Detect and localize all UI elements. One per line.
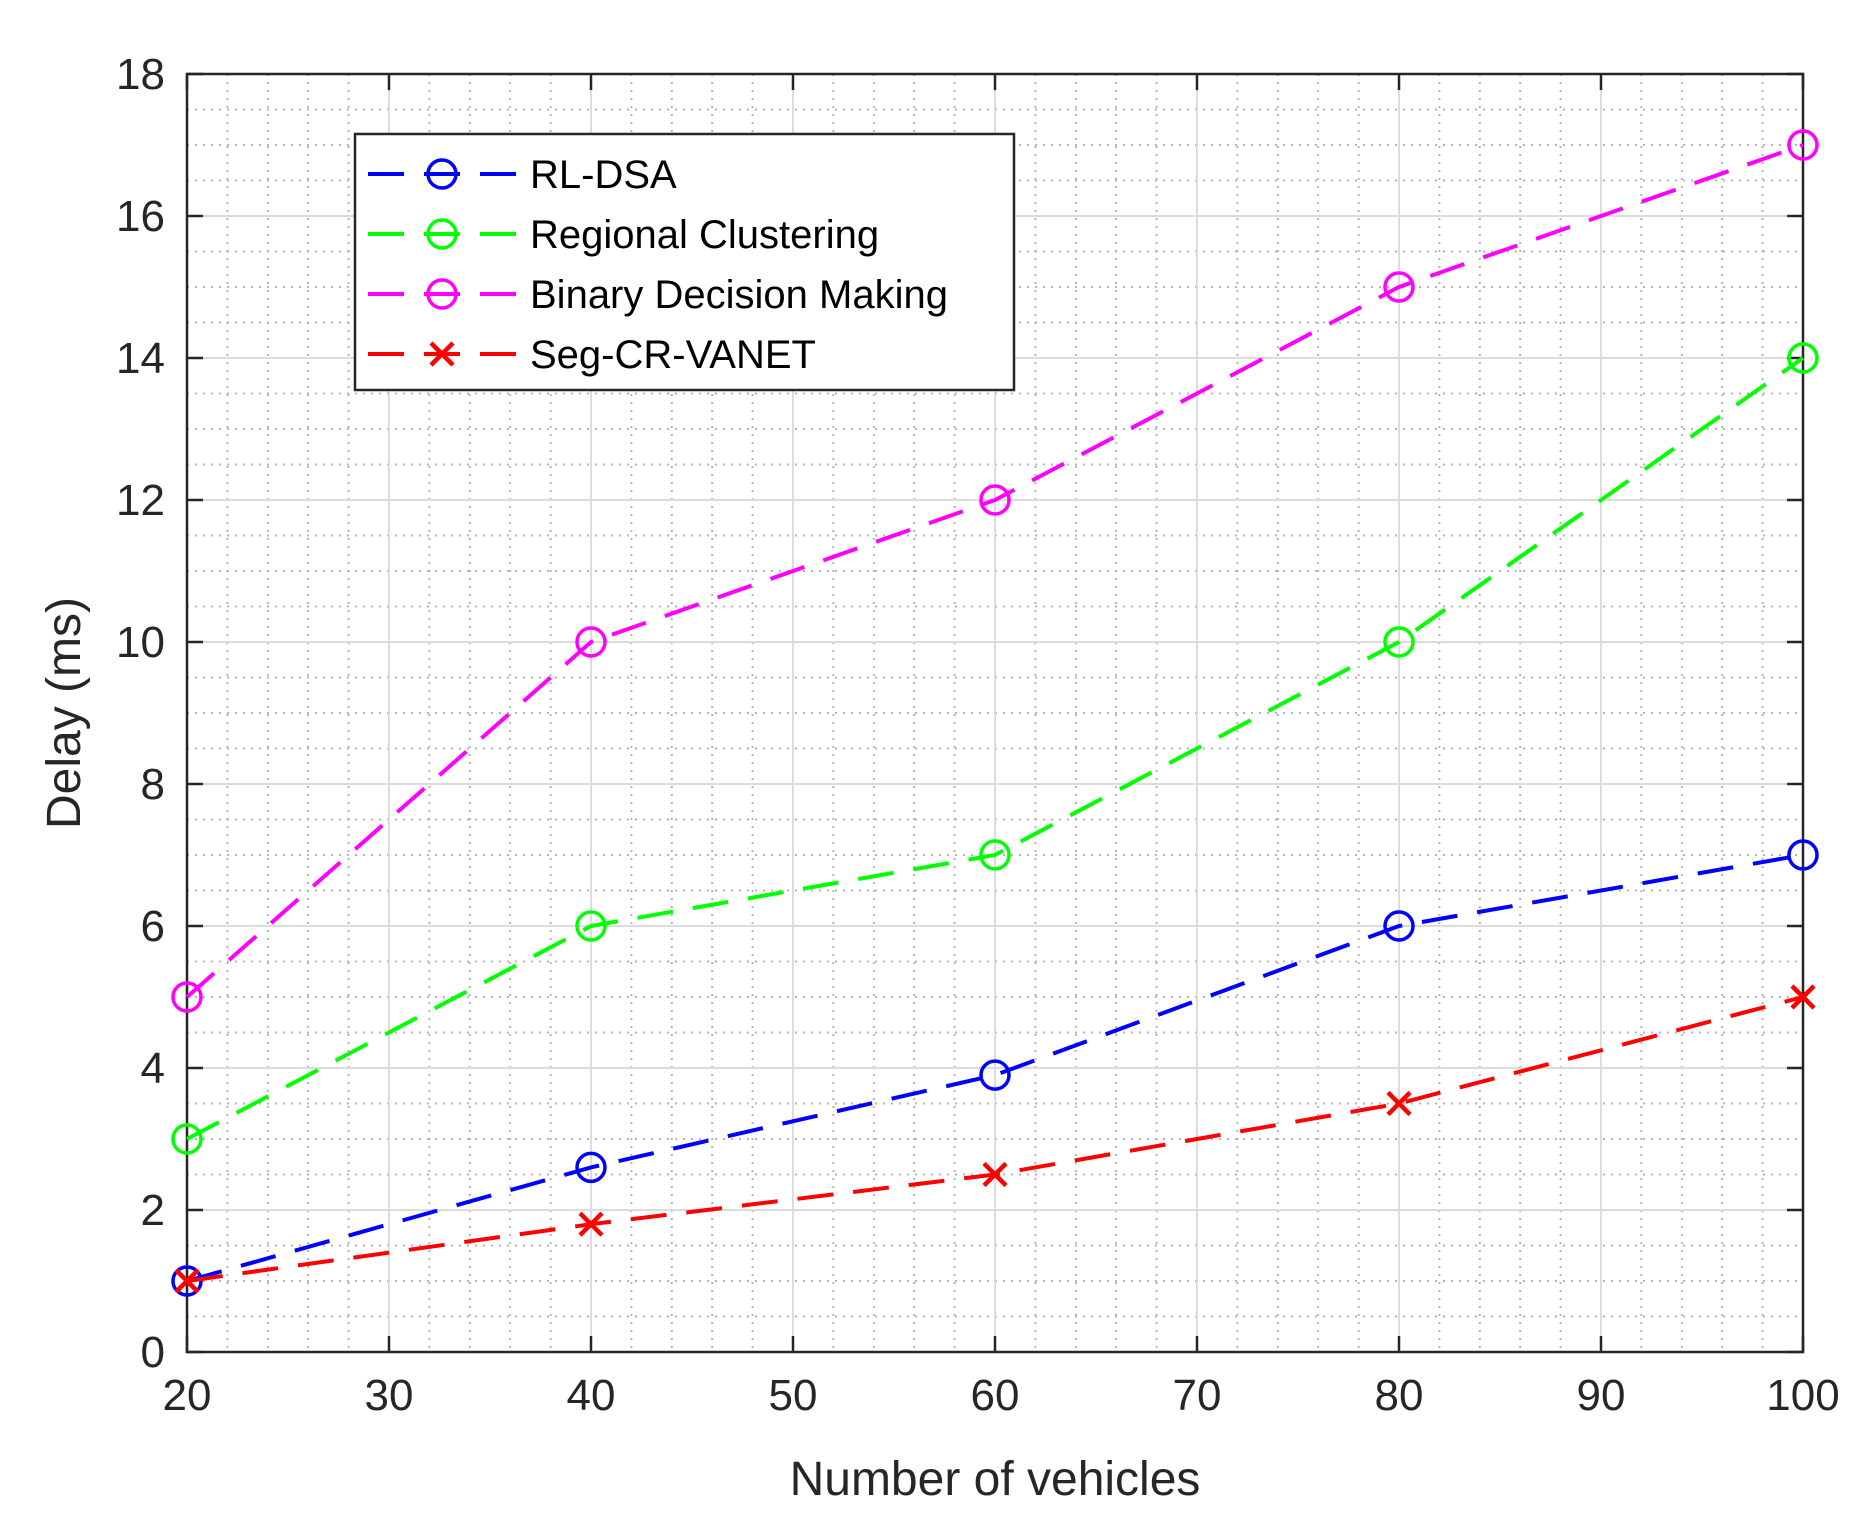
legend-marker-binary-decision-making (426, 278, 458, 310)
legend-entry-binary-decision-making: Binary Decision Making (368, 273, 948, 317)
y-tick-label: 16 (116, 192, 165, 241)
y-tick-label: 8 (141, 760, 165, 809)
data-point-binary-decision-making (979, 484, 1011, 516)
data-point-seg-cr-vanet-stroke (578, 1211, 604, 1237)
x-tick-label: 100 (1766, 1371, 1839, 1420)
legend-marker-seg-cr-vanet-stroke (429, 341, 455, 367)
data-point-seg-cr-vanet (1386, 1090, 1412, 1117)
legend-label-seg-cr-vanet: Seg-CR-VANET (530, 333, 816, 377)
data-point-seg-cr-vanet (174, 1268, 200, 1294)
x-tick-label: 40 (567, 1371, 616, 1420)
x-tick-label: 20 (163, 1371, 212, 1420)
legend-marker-seg-cr-vanet (429, 341, 455, 367)
legend-label-rl-dsa: RL-DSA (530, 153, 677, 197)
series-rl-dsa (171, 839, 1819, 1297)
y-tick-label: 4 (141, 1044, 165, 1093)
data-point-rl-dsa (1787, 839, 1819, 871)
legend-label-binary-decision-making: Binary Decision Making (530, 273, 948, 317)
series-group (171, 129, 1819, 1297)
data-point-rl-dsa (575, 1151, 607, 1184)
x-tick-label: 80 (1375, 1371, 1424, 1420)
data-point-seg-cr-vanet (578, 1211, 604, 1237)
y-axis-label: Delay (ms) (38, 597, 91, 829)
series-regional-clustering (171, 342, 1819, 1155)
series-line-rl-dsa (186, 853, 1804, 1283)
legend-box (353, 132, 1016, 392)
data-point-seg-cr-vanet-stroke (1790, 984, 1816, 1010)
data-point-regional-clustering (171, 1123, 203, 1155)
x-axis-label: Number of vehicles (790, 1453, 1201, 1506)
legend-marker-rl-dsa (426, 158, 458, 190)
x-tick-label: 30 (365, 1371, 414, 1420)
data-point-seg-cr-vanet-stroke (982, 1161, 1008, 1188)
data-point-binary-decision-making (171, 981, 203, 1013)
data-point-seg-cr-vanet (982, 1161, 1008, 1188)
y-tick-label: 2 (141, 1186, 165, 1235)
data-point-rl-dsa (1383, 910, 1415, 942)
axes: 20 30 40 50 60 70 80 90 100 0 2 4 6 8 10 12 14 16 18 (116, 50, 1840, 1420)
legend-label-regional-clustering: Regional Clustering (530, 213, 879, 257)
data-point-regional-clustering (575, 910, 607, 942)
y-tick-label: 10 (116, 618, 165, 667)
series-line-binary-decision-making (185, 143, 1804, 999)
data-point-rl-dsa (979, 1059, 1011, 1091)
y-tick-label: 0 (141, 1328, 165, 1377)
legend-marker-regional-clustering (426, 218, 458, 250)
legend: RL-DSA Regional Clustering Binary Decision… (353, 132, 1016, 392)
series-binary-decision-making (171, 129, 1819, 1013)
data-point-binary-decision-making (1787, 129, 1819, 161)
x-tick-label: 90 (1577, 1371, 1626, 1420)
data-point-regional-clustering (1787, 342, 1819, 374)
data-point-regional-clustering (979, 839, 1011, 871)
legend-entry-rl-dsa: RL-DSA (368, 153, 677, 197)
data-point-regional-clustering (1383, 626, 1415, 658)
series-line-regional-clustering (186, 356, 1805, 1141)
y-tick-label: 14 (116, 334, 165, 383)
x-tick-label: 60 (971, 1371, 1020, 1420)
x-tick-label: 70 (1173, 1371, 1222, 1420)
data-point-seg-cr-vanet-stroke (174, 1268, 200, 1294)
series-seg-cr-vanet (174, 984, 1816, 1294)
data-point-binary-decision-making (575, 626, 607, 658)
data-point-binary-decision-making (1383, 271, 1415, 303)
legend-entry-seg-cr-vanet: Seg-CR-VANET (368, 333, 816, 377)
data-point-seg-cr-vanet-stroke (1386, 1090, 1412, 1117)
legend-entry-regional-clustering: Regional Clustering (368, 213, 879, 257)
x-tick-label: 50 (769, 1371, 818, 1420)
data-point-seg-cr-vanet (1790, 984, 1816, 1010)
y-tick-label: 6 (141, 902, 165, 951)
y-tick-label: 18 (116, 50, 165, 99)
y-tick-label: 12 (116, 476, 165, 525)
